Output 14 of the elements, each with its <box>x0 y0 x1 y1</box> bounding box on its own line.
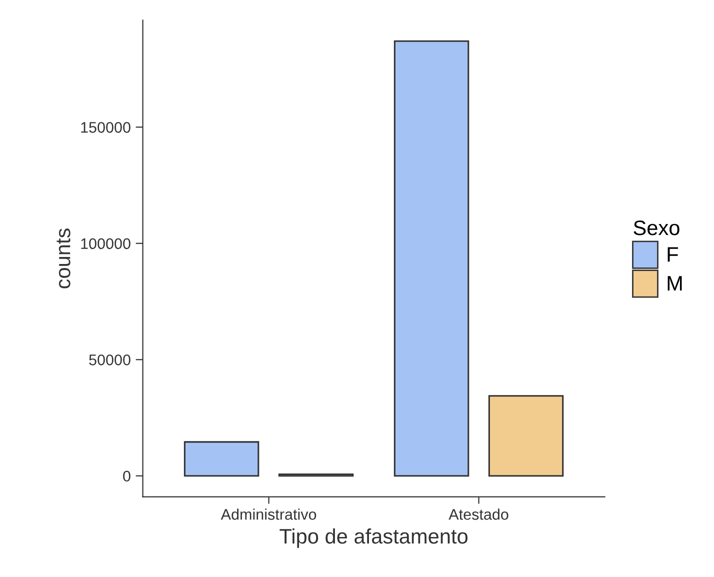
x-axis-title: Tipo de afastamento <box>280 528 468 548</box>
bar <box>488 395 564 477</box>
legend-title: Sexo <box>634 220 680 236</box>
bar <box>394 40 470 477</box>
x-tick-label: Administrativo <box>220 508 316 520</box>
legend-label: F <box>668 247 678 262</box>
x-tick-label: Atestado <box>448 508 508 520</box>
y-tick-label: 0 <box>123 470 130 482</box>
y-tick-label: 50000 <box>89 354 130 366</box>
y-tick-label: 150000 <box>81 122 130 133</box>
legend-label: M <box>668 276 682 290</box>
y-tick-label: 100000 <box>81 238 130 250</box>
bar <box>184 441 260 477</box>
y-axis-title: counts <box>56 228 70 288</box>
